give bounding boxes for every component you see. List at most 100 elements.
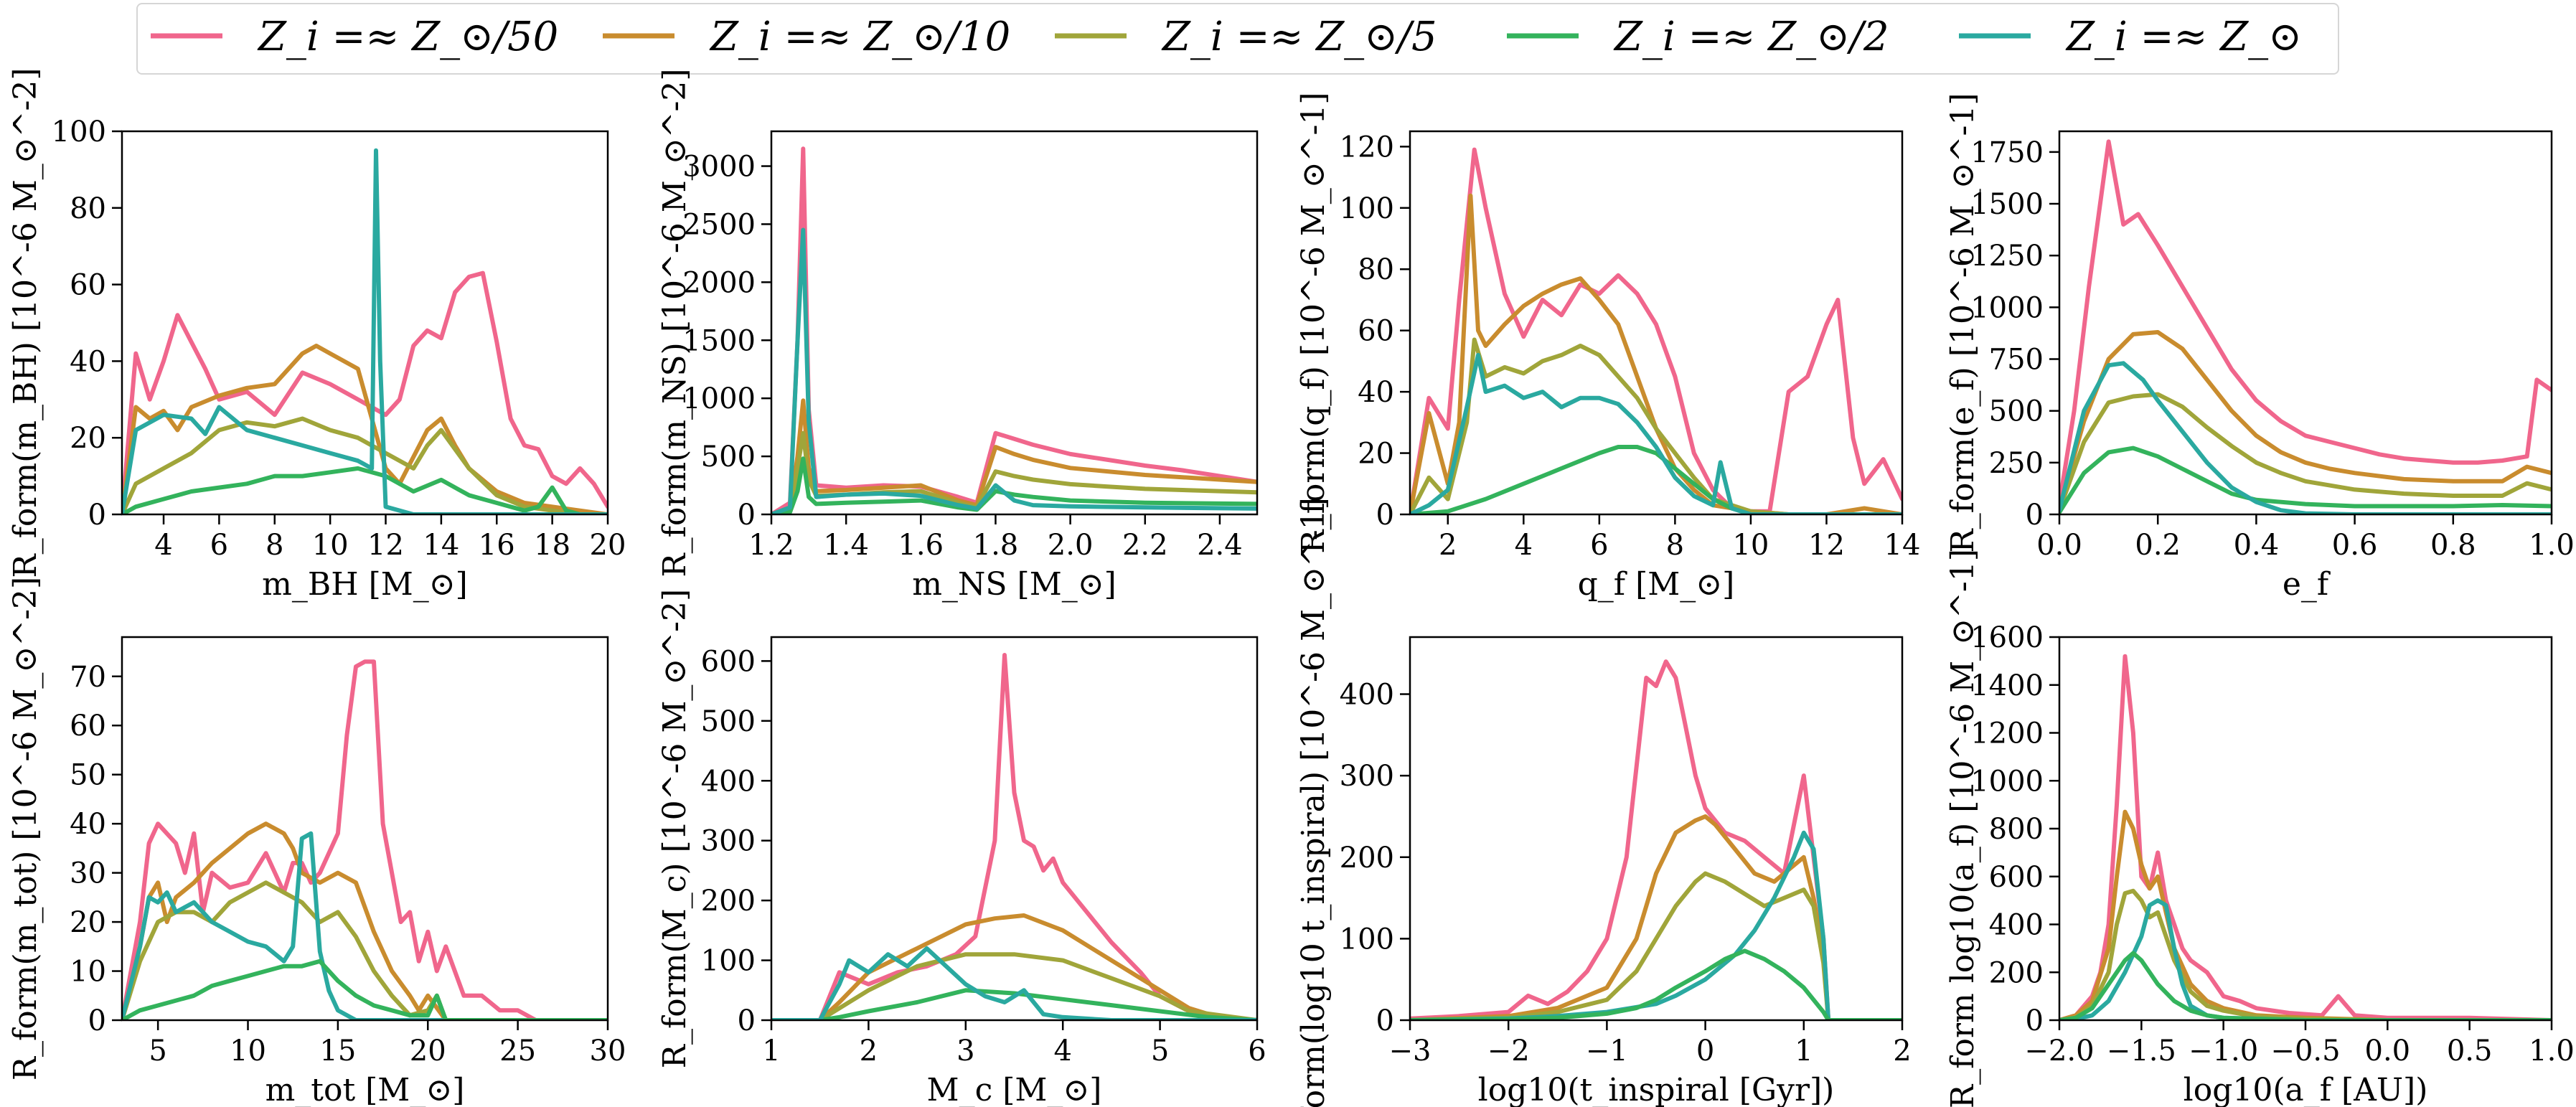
x-tick-label: 0.0 xyxy=(2365,1035,2411,1068)
x-tick-label: 1.8 xyxy=(973,529,1019,562)
x-tick-label: 0.0 xyxy=(2036,529,2082,562)
y-tick-label: 120 xyxy=(1340,131,1394,164)
x-axis-label: M_c [M_⊙] xyxy=(927,1072,1102,1107)
x-tick-label: 20 xyxy=(410,1035,446,1068)
x-tick-label: 14 xyxy=(423,529,459,562)
y-tick-label: 0 xyxy=(1376,1004,1394,1037)
x-tick-label: 18 xyxy=(534,529,570,562)
x-tick-label: 1.0 xyxy=(2529,529,2575,562)
y-tick-label: 500 xyxy=(701,705,756,738)
y-axis-label: R_form(m_BH) [10^-6 M_⊙^-2] xyxy=(7,67,44,578)
x-axis-label: m_BH [M_⊙] xyxy=(262,566,468,603)
x-tick-label: 1.6 xyxy=(898,529,944,562)
y-tick-label: 80 xyxy=(70,192,106,225)
series-line xyxy=(2059,888,2552,1020)
x-tick-label: 8 xyxy=(1666,529,1684,562)
x-tick-label: −0.5 xyxy=(2270,1035,2340,1068)
y-tick-label: 60 xyxy=(70,710,106,743)
series-line xyxy=(1410,352,1902,514)
series-line xyxy=(122,270,608,514)
y-tick-label: 100 xyxy=(1340,192,1394,225)
x-tick-label: −1.0 xyxy=(2189,1035,2258,1068)
series-line xyxy=(122,831,608,1020)
x-tick-label: 4 xyxy=(1053,1035,1071,1068)
x-tick-label: 16 xyxy=(479,529,515,562)
x-tick-label: −2 xyxy=(1487,1035,1530,1068)
legend-label: Z_i =≈ Z_⊙/2 xyxy=(1613,14,1889,60)
y-axis-label: R_form(log10 t_inspiral) [10^-6 M_⊙^-1] xyxy=(1295,497,1332,1107)
y-tick-label: 1400 xyxy=(1970,669,2044,702)
y-tick-label: 100 xyxy=(52,116,106,149)
y-tick-label: 400 xyxy=(1989,909,2044,942)
legend-label: Z_i =≈ Z_⊙/5 xyxy=(1161,14,1437,60)
legend-box xyxy=(136,3,2339,75)
panel-5: 5 10 15 20 25 30 0 10 20 30 40 50 60 70 m_tot [M_⊙] R_f… xyxy=(7,577,626,1107)
y-tick-label: 1250 xyxy=(1970,240,2044,273)
y-axis-label: R_form(q_f) [10^-6 M_⊙^-1] xyxy=(1295,92,1332,553)
legend-label: Z_i =≈ Z_⊙/10 xyxy=(709,14,1010,60)
y-tick-label: 0 xyxy=(738,1004,756,1037)
x-tick-label: 30 xyxy=(590,1035,626,1068)
y-tick-label: 1000 xyxy=(682,382,756,415)
series-line xyxy=(2059,139,2552,507)
series-line xyxy=(1410,830,1902,1020)
legend-label: Z_i =≈ Z_⊙ xyxy=(2065,14,2302,60)
series-group xyxy=(771,653,1257,1020)
y-tick-label: 600 xyxy=(1989,861,2044,894)
x-tick-label: 12 xyxy=(367,529,404,562)
x-tick-label: 2 xyxy=(1439,529,1457,562)
series-line xyxy=(771,946,1257,1020)
panel-6: 1 2 3 4 5 6 0 100 200 300 400 500 600 M_c [M_⊙] R_form… xyxy=(657,589,1266,1107)
series-group xyxy=(771,146,1257,514)
series-line xyxy=(771,146,1257,514)
x-tick-label: 1 xyxy=(762,1035,780,1068)
y-tick-label: 750 xyxy=(1989,344,2044,377)
panel-1: 4 6 8 10 12 14 16 18 20 0 20 40 60 80 100 m_BH [M_⊙] R_f… xyxy=(7,67,626,603)
y-tick-label: 200 xyxy=(701,885,756,918)
x-tick-label: 4 xyxy=(154,529,172,562)
x-tick-label: 8 xyxy=(265,529,283,562)
x-tick-label: 3 xyxy=(956,1035,974,1068)
series-line xyxy=(771,952,1257,1020)
x-tick-label: 6 xyxy=(1248,1035,1266,1068)
y-tick-label: 20 xyxy=(70,906,106,939)
y-tick-label: 40 xyxy=(70,808,106,841)
x-axis-label: m_tot [M_⊙] xyxy=(265,1072,465,1107)
y-tick-label: 20 xyxy=(70,422,106,455)
y-tick-label: 600 xyxy=(701,645,756,678)
y-tick-label: 60 xyxy=(70,269,106,302)
y-axis-label: R_form log10(a_f) [10^-6 M_⊙^-1] xyxy=(1945,549,1981,1107)
plot-frame xyxy=(1409,130,1904,516)
y-tick-label: 10 xyxy=(70,956,106,989)
y-tick-label: 200 xyxy=(1340,842,1394,875)
y-tick-label: 200 xyxy=(1989,956,2044,989)
y-tick-label: 300 xyxy=(701,825,756,858)
series-line xyxy=(1410,445,1902,514)
y-tick-label: 1500 xyxy=(1970,188,2044,221)
panel-8: −2.0 −1.5 −1.0 −0.5 0.0 0.5 1.0 0 200 400 600 800 10… xyxy=(1945,549,2575,1107)
y-tick-label: 30 xyxy=(70,857,106,890)
panel-2: 1.2 1.4 1.6 1.8 2.0 2.2 2.4 0 500 1000 1500 2000 250… xyxy=(657,68,1259,603)
x-axis-label: e_f xyxy=(2283,566,2331,603)
y-tick-label: 300 xyxy=(1340,760,1394,793)
x-tick-label: 10 xyxy=(230,1035,266,1068)
x-tick-label: 5 xyxy=(149,1035,166,1068)
x-tick-label: 14 xyxy=(1884,529,1921,562)
y-tick-label: 50 xyxy=(70,759,106,792)
x-tick-label: 4 xyxy=(1515,529,1533,562)
x-tick-label: 0.2 xyxy=(2135,529,2181,562)
x-tick-label: −3 xyxy=(1389,1035,1432,1068)
y-tick-label: 1200 xyxy=(1970,717,2044,750)
series-group xyxy=(122,659,608,1020)
x-axis-label: m_NS [M_⊙] xyxy=(912,566,1117,603)
x-axis-label: q_f [M_⊙] xyxy=(1578,566,1735,603)
panel-3: 2 4 6 8 10 12 14 0 20 40 60 80 100 120 q_f [M_⊙] R_form… xyxy=(1295,92,1920,603)
series-line xyxy=(771,227,1257,514)
y-axis-label: R_form(M_c) [10^-6 M_⊙^-2] xyxy=(657,589,693,1068)
series-group xyxy=(2059,654,2552,1020)
x-tick-label: 10 xyxy=(312,529,349,562)
x-axis-label: log10(t_inspiral [Gyr]) xyxy=(1478,1072,1835,1107)
y-tick-label: 250 xyxy=(1989,447,2044,480)
plot-frame xyxy=(2058,130,2553,516)
series-line xyxy=(2059,446,2552,514)
